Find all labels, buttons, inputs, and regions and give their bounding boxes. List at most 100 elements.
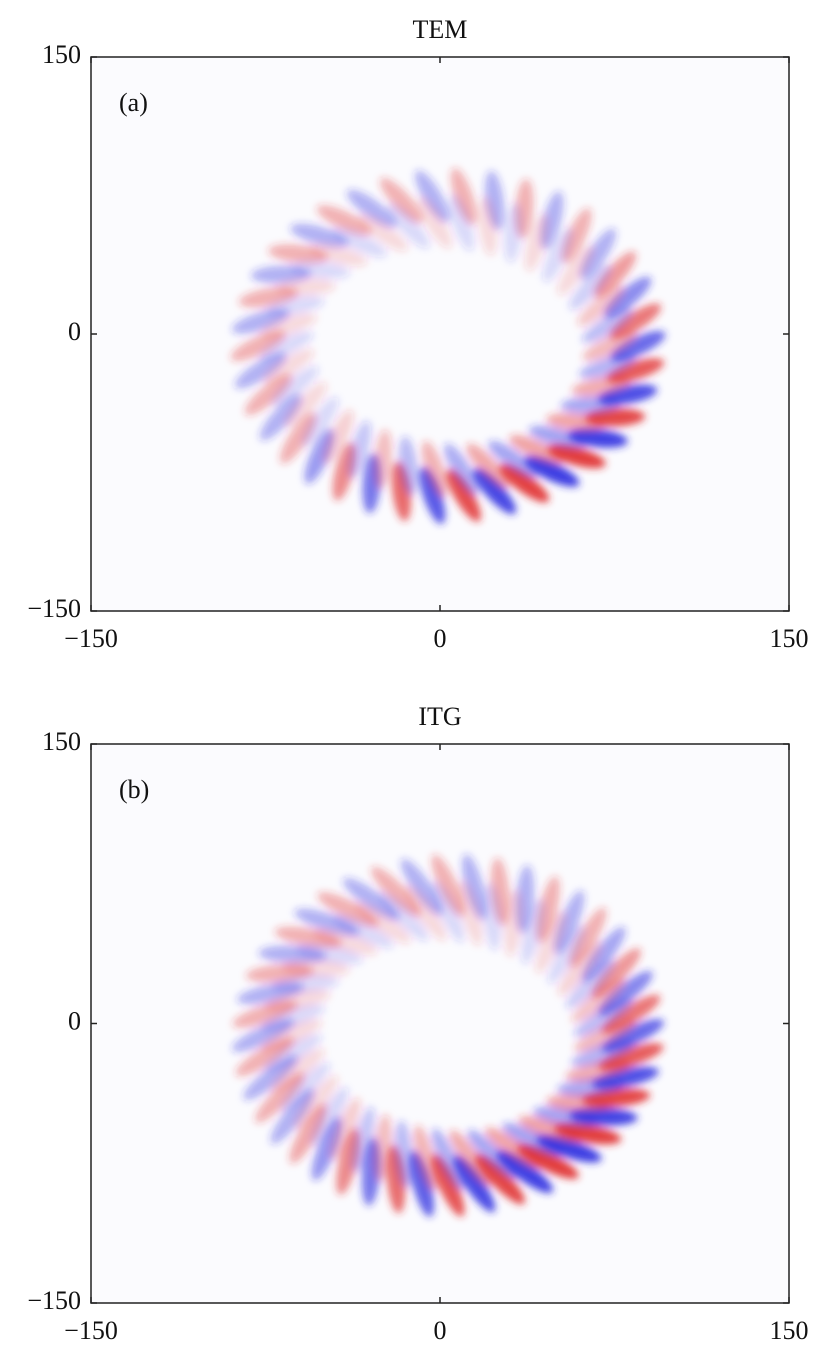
mode-stripe	[535, 910, 567, 974]
mode-stripe	[569, 264, 612, 310]
mode-stripe	[329, 1097, 361, 1161]
mode-stripe	[310, 1087, 349, 1147]
mode-stripe	[524, 213, 549, 272]
x-tick-label: −150	[64, 1316, 118, 1345]
mode-stripe	[518, 1115, 584, 1143]
mode-stripe	[524, 456, 580, 487]
mode-stripe	[546, 1093, 615, 1112]
mode-stripe	[354, 901, 412, 944]
mode-stripe	[509, 434, 565, 465]
mode-stripe	[275, 277, 336, 297]
y-tick-label: 0	[68, 317, 81, 346]
mode-stripe	[404, 884, 447, 941]
mode-stripe	[258, 330, 314, 362]
mode-stripe	[293, 1075, 339, 1130]
mode-stripe	[234, 352, 287, 389]
mode-stripe	[373, 429, 393, 490]
mode-stripe	[262, 348, 315, 385]
x-tick-label: 0	[434, 624, 447, 653]
chart-title: ITG	[418, 702, 461, 731]
mode-stripe	[444, 443, 479, 496]
mode-stripe	[473, 468, 517, 515]
mode-stripe	[254, 1072, 305, 1123]
mode-stripe	[571, 375, 631, 397]
mode-stripe	[351, 1106, 376, 1173]
mode-stripe	[312, 928, 378, 956]
mode-stripe	[289, 1103, 327, 1164]
mode-stripe	[496, 1150, 553, 1194]
mode-stripe	[542, 227, 573, 283]
mode-stripe	[301, 396, 339, 448]
mode-stripe	[417, 196, 452, 249]
mode-stripe	[573, 1018, 637, 1053]
mode-stripe	[565, 1059, 632, 1082]
y-tick-label: −150	[27, 594, 81, 623]
mode-stripe	[316, 205, 372, 236]
mode-stripe	[520, 898, 545, 965]
mode-stripe	[571, 978, 626, 1023]
mode-stripe	[415, 170, 450, 223]
mode-stripe	[503, 202, 523, 263]
mode-stripe	[582, 330, 638, 362]
panel-label: (a)	[119, 88, 148, 117]
mode-stripe	[560, 395, 621, 415]
mode-stripe	[259, 394, 303, 441]
mode-stripe	[357, 213, 408, 252]
plot-background	[91, 57, 789, 611]
mode-stripe	[557, 941, 603, 996]
mode-stripe	[482, 882, 502, 951]
mode-stripe	[279, 412, 317, 464]
mode-stripe	[260, 1004, 325, 1032]
mode-stripe	[398, 436, 418, 497]
mode-stripe	[270, 365, 319, 407]
x-tick-label: 0	[434, 1316, 447, 1345]
mode-stripe	[347, 420, 372, 479]
y-tick-label: 150	[42, 40, 81, 69]
mode-stripe	[449, 1130, 492, 1187]
mode-stripe	[450, 167, 477, 226]
mode-stripe	[281, 959, 350, 978]
mode-stripe	[577, 285, 626, 327]
mode-stripe	[409, 1151, 435, 1217]
mode-pattern	[230, 167, 666, 525]
mode-stripe	[431, 880, 465, 943]
x-tick-label: −150	[64, 624, 118, 653]
mode-stripe	[400, 858, 443, 916]
mode-stripe	[446, 469, 481, 522]
mode-stripe	[309, 243, 368, 267]
mode-stripe	[458, 879, 483, 946]
mode-stripe	[264, 989, 331, 1012]
mode-stripe	[502, 1122, 564, 1157]
mode-stripe	[413, 1125, 438, 1192]
mode-stripe	[290, 223, 349, 248]
mode-stripe	[270, 1048, 325, 1093]
mode-stripe	[431, 854, 465, 917]
mode-stripe	[378, 891, 429, 942]
mode-stripe	[263, 1033, 322, 1073]
mode-stripe	[565, 959, 616, 1009]
mode-stripe	[499, 464, 550, 503]
mode-stripe	[431, 1128, 465, 1191]
mode-stripe	[290, 260, 351, 280]
mode-stripe	[419, 466, 446, 525]
mode-stripe	[332, 914, 394, 949]
mode-stripe	[280, 1062, 331, 1112]
mode-stripe	[547, 444, 606, 469]
mode-stripe	[475, 1154, 525, 1205]
mode-stripe	[467, 1129, 518, 1180]
mode-stripe	[394, 1120, 414, 1189]
mode-stripe	[373, 1114, 393, 1183]
mode-stripe	[259, 313, 317, 339]
mode-stripe	[386, 203, 430, 249]
mode-stripe	[265, 295, 325, 317]
mode-stripe	[343, 877, 400, 921]
mode-stripe	[591, 948, 642, 999]
mode-stripe	[271, 974, 340, 994]
mode-stripe	[259, 1018, 323, 1053]
mode-stripe	[466, 443, 510, 489]
mode-stripe	[574, 998, 633, 1038]
mode-stripe	[579, 353, 637, 379]
mode-stripe	[581, 307, 634, 344]
mode-stripe	[478, 195, 498, 256]
